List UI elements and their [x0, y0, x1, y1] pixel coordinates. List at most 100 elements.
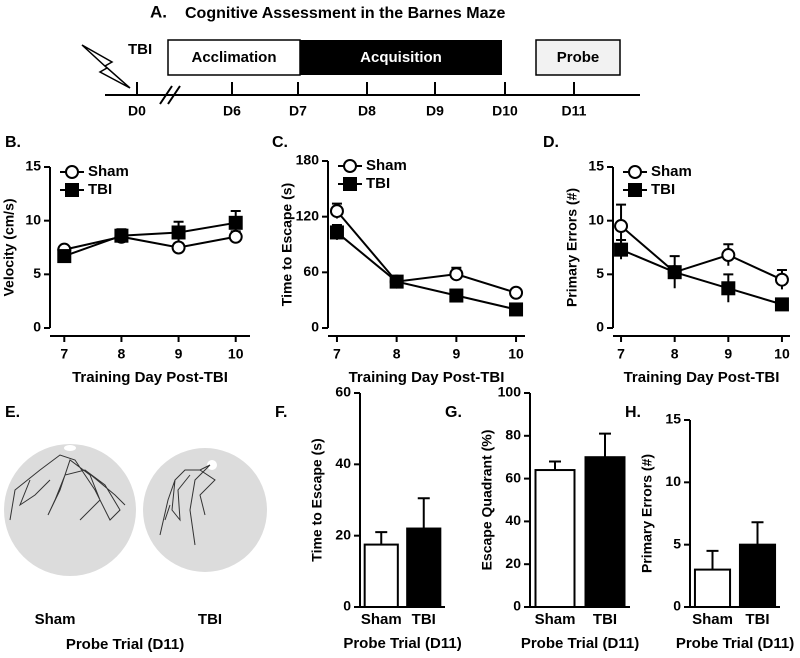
x-tick-label: 9 [724, 346, 732, 362]
y-tick-label: 60 [505, 469, 521, 485]
y-tick-label: 10 [588, 211, 604, 227]
y-axis-label: Time to Escape (s) [309, 438, 325, 561]
marker [228, 215, 243, 230]
marker [774, 272, 789, 287]
day-label: D7 [289, 103, 307, 119]
y-tick-label: 0 [311, 319, 319, 335]
line [63, 221, 236, 258]
day-label: D0 [128, 103, 146, 119]
phase-label: Probe [557, 49, 600, 66]
y-tick-label: 180 [296, 152, 320, 168]
x-tick-label: Sham [361, 611, 402, 628]
trajectory [159, 464, 216, 546]
bar [584, 456, 626, 609]
phase-box [300, 40, 502, 75]
x-tick-label: 10 [228, 346, 244, 362]
y-axis-label: Primary Errors (#) [639, 454, 655, 573]
x-tick-label: 7 [333, 346, 341, 362]
phase-label: Acclimation [191, 49, 276, 66]
group-label: Sham [35, 611, 76, 628]
marker [667, 265, 682, 280]
x-tick-label: TBI [593, 611, 617, 628]
day-label: D6 [223, 103, 241, 119]
y-axis-label: Primary Errors (#) [564, 188, 580, 307]
x-tick-label: 9 [452, 346, 460, 362]
escape-hole [207, 460, 217, 470]
marker [171, 240, 186, 255]
marker [449, 288, 464, 303]
x-axis-label: Probe Trial (D11) [66, 636, 184, 653]
bar [363, 543, 399, 608]
error-bar [706, 549, 719, 570]
legend-label: Sham [651, 163, 692, 180]
marker [509, 285, 524, 300]
y-tick-label: 100 [498, 384, 522, 400]
marker [329, 225, 344, 240]
bar [534, 469, 576, 609]
bar [406, 527, 442, 608]
phase-box [167, 39, 301, 76]
x-axis-label: Probe Trial (D11) [343, 635, 461, 652]
y-tick-label: 80 [505, 427, 521, 443]
x-axis-label: Training Day Post-TBI [349, 369, 505, 386]
x-axis-label: Training Day Post-TBI [624, 369, 780, 386]
x-tick-label: Sham [692, 611, 733, 628]
legend-label: TBI [651, 181, 675, 198]
panel-label: D. [543, 134, 559, 151]
legend-label: TBI [88, 181, 112, 198]
lightning-icon [81, 44, 131, 89]
y-tick-label: 0 [596, 319, 604, 335]
panel-label: C. [272, 134, 288, 151]
panel-label: H. [625, 404, 641, 421]
legend-marker [343, 177, 357, 191]
bar [693, 568, 732, 608]
y-tick-label: 5 [673, 535, 681, 551]
injury-label: TBI [128, 41, 152, 58]
y-tick-label: 10 [665, 473, 681, 489]
x-tick-label: 8 [118, 346, 126, 362]
marker [614, 219, 629, 234]
y-tick-label: 5 [596, 265, 604, 281]
error-bar [375, 531, 388, 545]
line [620, 248, 783, 306]
x-tick-label: 10 [508, 346, 524, 362]
axis-break [159, 85, 173, 105]
error-bar [417, 497, 430, 529]
y-tick-label: 60 [303, 263, 319, 279]
line [336, 210, 517, 294]
marker [614, 242, 629, 257]
panel-label: F. [275, 404, 287, 421]
panel-label: B. [5, 134, 21, 151]
marker [114, 228, 129, 243]
y-tick-label: 0 [513, 598, 521, 614]
marker [389, 274, 404, 289]
marker [329, 204, 344, 219]
line [336, 231, 517, 311]
panel-label: G. [445, 404, 462, 421]
day-label: D11 [562, 103, 587, 119]
panel-label: E. [5, 404, 20, 421]
phase-label: Acquisition [360, 49, 442, 66]
y-tick-label: 5 [33, 265, 41, 281]
legend-marker [65, 183, 79, 197]
bar [738, 543, 777, 609]
x-tick-label: 10 [774, 346, 790, 362]
x-tick-label: 7 [617, 346, 625, 362]
trajectory [9, 454, 126, 521]
maze [4, 444, 136, 576]
error-bar [549, 460, 561, 471]
phase-box [535, 39, 621, 76]
panel-label: A. [150, 2, 167, 21]
line [64, 235, 236, 251]
legend-marker [628, 183, 642, 197]
x-tick-label: Sham [535, 611, 576, 628]
y-axis-label: Escape Quadrant (%) [479, 430, 495, 571]
day-label: D8 [358, 103, 376, 119]
legend-marker [343, 159, 357, 173]
marker [228, 229, 243, 244]
y-axis-label: Time to Escape (s) [279, 183, 295, 306]
marker [509, 302, 524, 317]
y-tick-label: 15 [588, 158, 604, 174]
group-label: TBI [198, 611, 222, 628]
x-tick-label: 9 [175, 346, 183, 362]
